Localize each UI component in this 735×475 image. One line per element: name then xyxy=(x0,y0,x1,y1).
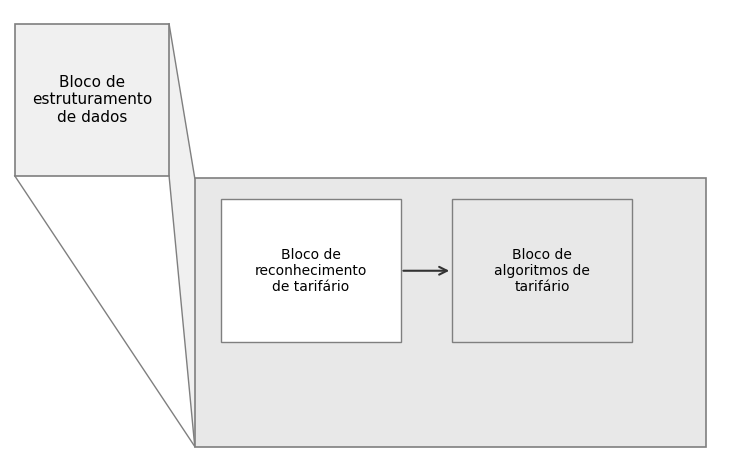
Bar xyxy=(220,200,401,342)
Bar xyxy=(195,178,706,446)
Polygon shape xyxy=(169,24,195,446)
Text: Bloco de
estruturamento
de dados: Bloco de estruturamento de dados xyxy=(32,75,152,124)
Bar xyxy=(452,200,632,342)
Bar xyxy=(15,24,169,176)
Text: Bloco de
reconhecimento
de tarifário: Bloco de reconhecimento de tarifário xyxy=(254,247,367,294)
Text: Bloco de
algoritmos de
tarifário: Bloco de algoritmos de tarifário xyxy=(494,247,590,294)
